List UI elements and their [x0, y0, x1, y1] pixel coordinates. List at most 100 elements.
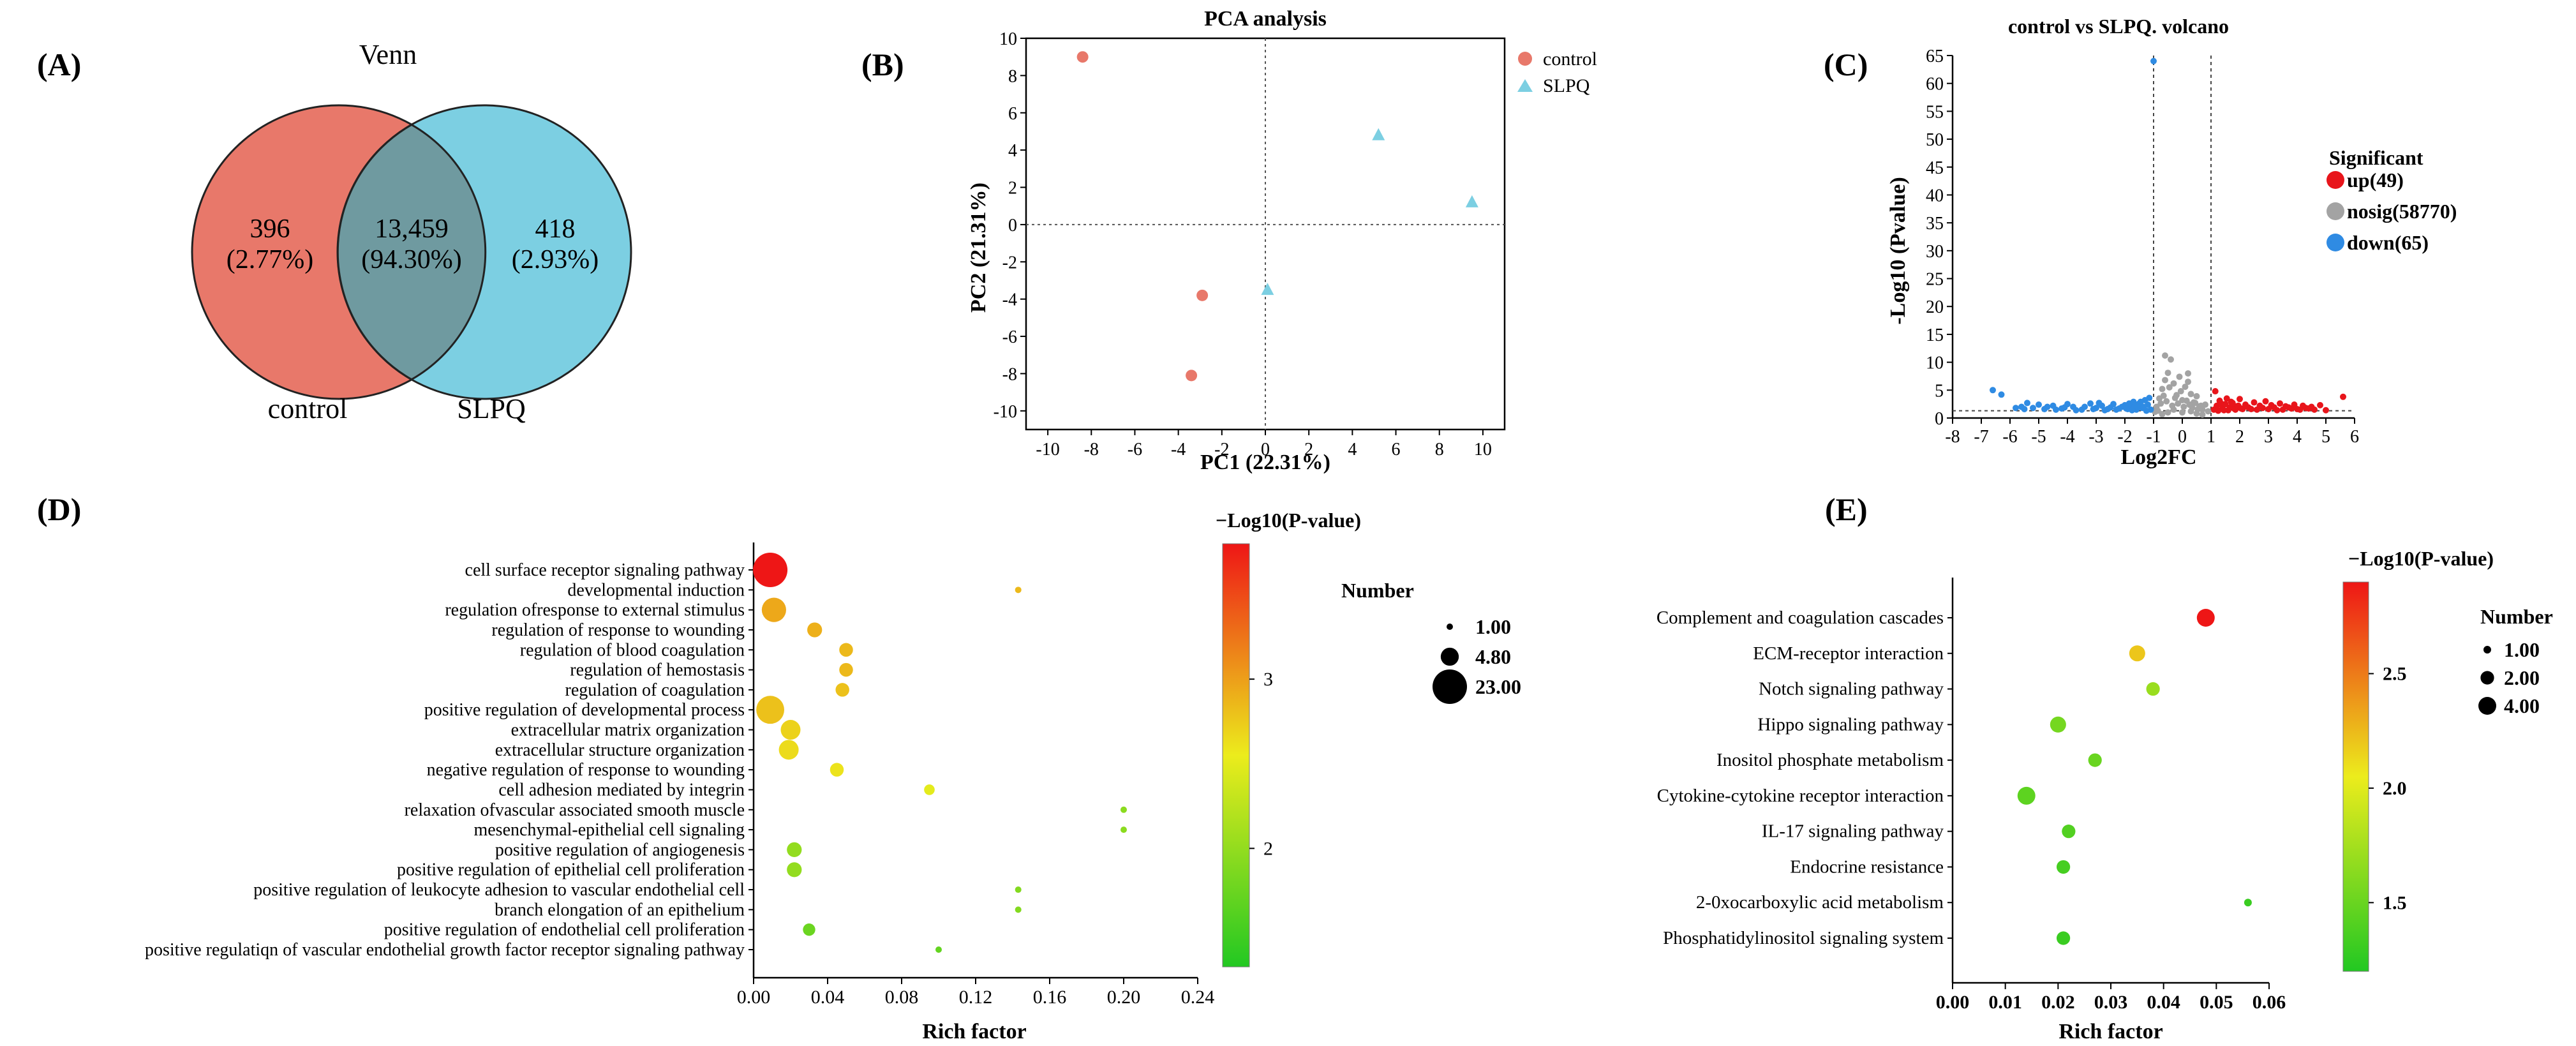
go-term-label: positive regulation of angiogenesis [495, 840, 745, 860]
pca-y-tick-label: -2 [1002, 253, 1017, 273]
venn-slpq-pct: (2.93%) [512, 245, 599, 274]
volcano-point-up [2212, 388, 2219, 395]
venn-control-pct: (2.77%) [227, 245, 313, 274]
kegg-size-title: Number [2480, 605, 2553, 628]
kegg-colorbar-tick-label: 2.0 [2383, 778, 2407, 799]
volcano-point-nosig [2157, 400, 2164, 407]
pca-legend-control-label: control [1543, 49, 1597, 70]
panel-c: (C) control vs SLPQ. volcano -8 -7 -6 -5 -4-… [1824, 15, 2457, 469]
go-bubble [839, 643, 853, 657]
go-bubble [787, 842, 802, 858]
kegg-bubble [2196, 609, 2215, 627]
volcano-y-tick-label: 25 [1926, 270, 1944, 290]
volcano-point-up [2297, 406, 2304, 413]
volcano-point-down [2146, 394, 2153, 401]
volcano-point-up [2262, 398, 2269, 405]
kegg-size-legend-label: 2.00 [2504, 666, 2540, 689]
kegg-x-tick-label: 0.01 [1988, 992, 2022, 1013]
go-term-label: regulation of response to wounding [491, 620, 745, 640]
volcano-point-down [2087, 400, 2094, 407]
volcano-legend-title: Significant [2329, 146, 2423, 169]
volcano-point-up [2340, 393, 2346, 400]
go-size-legend-label: 1.00 [1475, 615, 1511, 638]
pca-x-tick-label: 6 [1392, 440, 1401, 459]
go-bubble [780, 720, 801, 740]
volcano-point-down [2107, 404, 2114, 411]
go-bubble [1015, 587, 1022, 594]
kegg-bubble [2017, 786, 2036, 805]
kegg-term-label: Complement and coagulation cascades [1657, 608, 1944, 628]
volcano-point-up [2260, 405, 2266, 412]
volcano-point-down [2030, 405, 2036, 412]
go-colorbar-tick-label: 3 [1263, 669, 1273, 690]
volcano-x-tick-label: -4 [2060, 427, 2074, 447]
kegg-bubble [2129, 645, 2145, 662]
go-x-tick-label: 0.12 [959, 987, 993, 1008]
pca-x-tick-label: 0 [1261, 440, 1270, 459]
panel-b: (B) PCA analysis -10 -8 -6 -4 -2 0 2 4 6 8 10 -10 -8… [861, 7, 1597, 474]
pca-point-control [1186, 370, 1198, 382]
pca-y-tick-label: -6 [1002, 327, 1017, 347]
volcano-point-down [2129, 407, 2136, 414]
go-bubble [830, 763, 844, 777]
go-bubble [935, 946, 942, 953]
kegg-xlabel: Rich factor [2059, 1020, 2163, 1043]
volcano-point-up [2248, 406, 2254, 413]
pca-point-slpq [1465, 195, 1478, 207]
go-x-tick-label: 0.04 [811, 987, 845, 1008]
volcano-point-down [2096, 400, 2103, 407]
volcano-x-tick-label: -2 [2117, 427, 2132, 447]
volcano-y-tick-label: 20 [1926, 297, 1944, 317]
go-term-label: branch elongation of an epithelium [495, 900, 745, 920]
pca-x-tick-label: 4 [1348, 440, 1357, 459]
go-bubble [761, 597, 786, 622]
go-size-title: Number [1341, 579, 1414, 602]
kegg-bubble [2146, 682, 2160, 696]
kegg-term-label: Phosphatidylinositol signaling system [1663, 928, 1944, 948]
venn-control-count: 396 [250, 214, 290, 244]
volcano-ylabel: -Log10 (Pvalue) [1886, 177, 1910, 324]
volcano-point-nosig [2160, 392, 2167, 400]
volcano-point-down [2044, 403, 2051, 410]
kegg-bubble [2056, 860, 2071, 874]
pca-x-tick-label: -2 [1214, 440, 1229, 459]
volcano-y-tick-label: 50 [1926, 130, 1944, 150]
pca-y-tick-label: -4 [1002, 290, 1017, 310]
go-colorbar-title: −Log10(P-value) [1216, 509, 1361, 532]
volcano-point-nosig [2193, 392, 2200, 400]
pca-legend-slpq-marker [1517, 79, 1533, 92]
volcano-point-nosig [2182, 384, 2189, 391]
volcano-point-nosig [2170, 406, 2177, 413]
volcano-point-nosig [2179, 409, 2185, 416]
volcano-y-tick-label: 40 [1926, 186, 1944, 205]
pca-ylabel: PC2 (21.31%) [967, 183, 990, 313]
volcano-xlabel: Log2FC [2121, 445, 2197, 469]
kegg-term-label: 2-0xocarboxylic acid metabolism [1696, 892, 1944, 913]
go-term-label: cell adhesion mediated by integrin [498, 780, 745, 800]
volcano-point-nosig [2164, 370, 2171, 377]
go-bubble [753, 553, 788, 587]
pca-y-tick-label: 8 [1008, 66, 1017, 86]
panel-label-a: (A) [37, 47, 81, 82]
volcano-point-up [2285, 404, 2292, 411]
go-x-tick-label: 0.00 [737, 987, 771, 1008]
volcano-x-tick-label: 1 [2207, 427, 2215, 447]
volcano-x-tick-label: 3 [2264, 427, 2273, 447]
volcano-point-down [2090, 406, 2097, 413]
volcano-point-down [2021, 406, 2028, 413]
panel-e: (E) 0.00 0.01 0.02 0.03 0.04 0.05 0.06 Compleme… [1657, 491, 2553, 1043]
kegg-term-label: ECM-receptor interaction [1753, 643, 1944, 664]
kegg-size-legend-marker [2478, 697, 2496, 715]
pca-legend-control-marker [1518, 52, 1532, 66]
go-x-tick-label: 0.16 [1033, 987, 1067, 1008]
volcano-point-nosig [2168, 356, 2174, 363]
panel-label-d: (D) [37, 491, 81, 527]
volcano-point-down [2053, 406, 2059, 413]
volcano-y-tick-label: 65 [1926, 47, 1944, 66]
go-bubble [778, 740, 799, 760]
volcano-point-up [2323, 407, 2329, 414]
go-bubble [787, 862, 802, 878]
volcano-x-tick-label: 4 [2293, 427, 2302, 447]
volcano-point-down [2036, 401, 2042, 408]
